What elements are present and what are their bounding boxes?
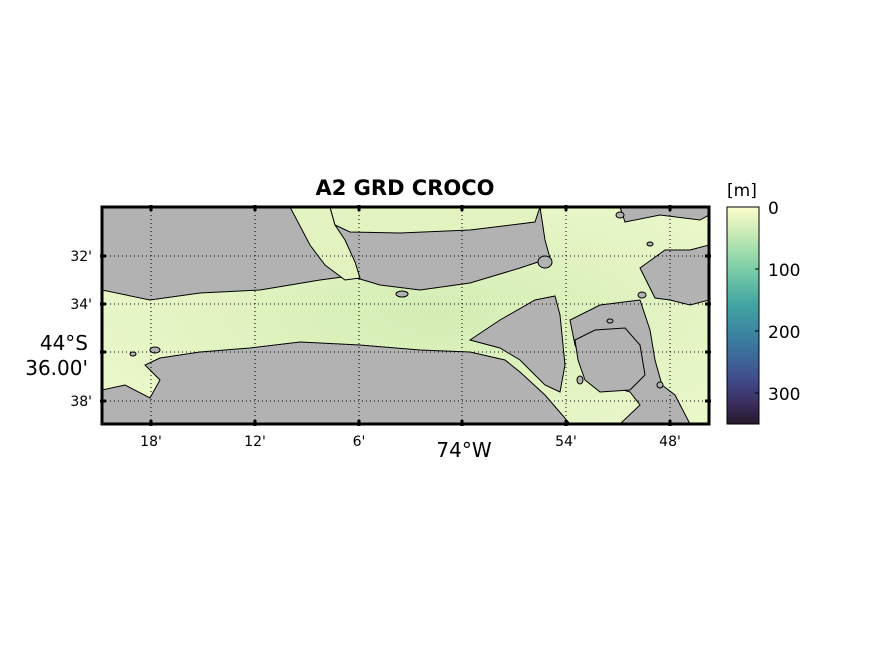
- north-strip: [329, 207, 541, 234]
- northeast-island: [639, 244, 709, 306]
- colorbar-ticks: [755, 206, 759, 394]
- lon-tick-label: 18': [140, 434, 162, 450]
- lon-tick-label: 6': [353, 434, 366, 450]
- lat-center-label-min: 36.00': [25, 356, 88, 380]
- eastern-island: [574, 327, 646, 393]
- lat-tick-label: 34': [70, 297, 92, 313]
- colorbar-tick-label: 0: [768, 199, 779, 219]
- lon-tick-label: 48': [659, 434, 681, 450]
- central-island: [468, 295, 566, 393]
- islet: [606, 318, 614, 324]
- colorbar-unit: [m]: [727, 181, 757, 201]
- islet: [149, 346, 161, 354]
- frame-ticks: [100, 205, 711, 426]
- islet: [395, 290, 409, 298]
- islet: [615, 211, 625, 219]
- map-title: A2 GRD CROCO: [315, 176, 495, 200]
- map-panel: [102, 207, 709, 424]
- colorbar-tick-label: 300: [768, 385, 800, 405]
- colorbar: [726, 206, 760, 425]
- islet: [129, 351, 137, 357]
- colorbar-tick-label: 100: [768, 261, 800, 281]
- colorbar-tick-label: 200: [768, 323, 800, 343]
- lat-tick-label: 38': [70, 394, 92, 410]
- lat-center-label-deg: 44°S: [40, 331, 88, 355]
- lon-tick-label: 12': [244, 434, 266, 450]
- islet: [537, 255, 553, 269]
- map-frame: [100, 205, 711, 426]
- lon-center-label: 74°W: [436, 438, 491, 462]
- islet: [646, 241, 654, 247]
- islet: [637, 291, 647, 299]
- islet: [576, 375, 584, 385]
- islet: [656, 381, 664, 389]
- lat-tick-label: 32': [70, 249, 92, 265]
- map-grid: [102, 207, 709, 424]
- lon-tick-label: 54': [555, 434, 577, 450]
